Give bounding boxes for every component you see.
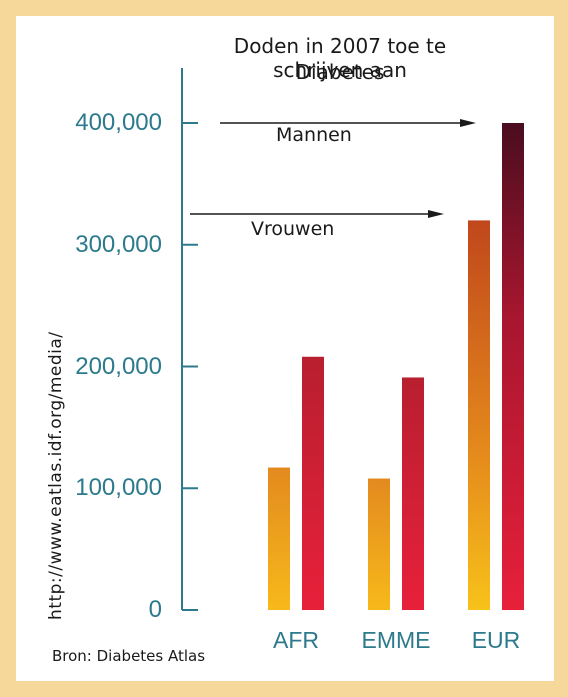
series-label-mannen: Mannen bbox=[276, 124, 352, 146]
y-tick-label: 200,000 bbox=[75, 352, 162, 380]
series-label-vrouwen: Vrouwen bbox=[251, 218, 335, 240]
chart-title: Doden in 2007 toe te schrijven aan bbox=[233, 34, 447, 82]
y-tick-label: 0 bbox=[148, 596, 162, 623]
y-tick-label: 100,000 bbox=[75, 474, 162, 502]
x-tick-label: EUR bbox=[471, 627, 521, 653]
bar-emme-mannen bbox=[402, 377, 424, 610]
arrow-vrouwen-head bbox=[428, 210, 444, 218]
chart-subtitle: Diabetes bbox=[295, 60, 385, 84]
y-tick-label: 300,000 bbox=[75, 230, 162, 258]
x-tick-label: AFR bbox=[273, 627, 319, 653]
bar-afr-mannen bbox=[302, 356, 324, 610]
bar-eur-mannen bbox=[502, 123, 524, 610]
x-tick-label: EMME bbox=[361, 627, 431, 653]
source-url: http://www.eatlas.idf.org/media/ bbox=[46, 331, 66, 620]
source-credit: Bron: Diabetes Atlas bbox=[52, 647, 206, 665]
bar-afr-vrouwen bbox=[268, 467, 290, 610]
arrow-mannen-head bbox=[460, 119, 476, 127]
bar-eur-vrouwen bbox=[468, 220, 490, 610]
y-tick-label: 400,000 bbox=[75, 109, 162, 136]
bar-emme-vrouwen bbox=[368, 478, 390, 610]
